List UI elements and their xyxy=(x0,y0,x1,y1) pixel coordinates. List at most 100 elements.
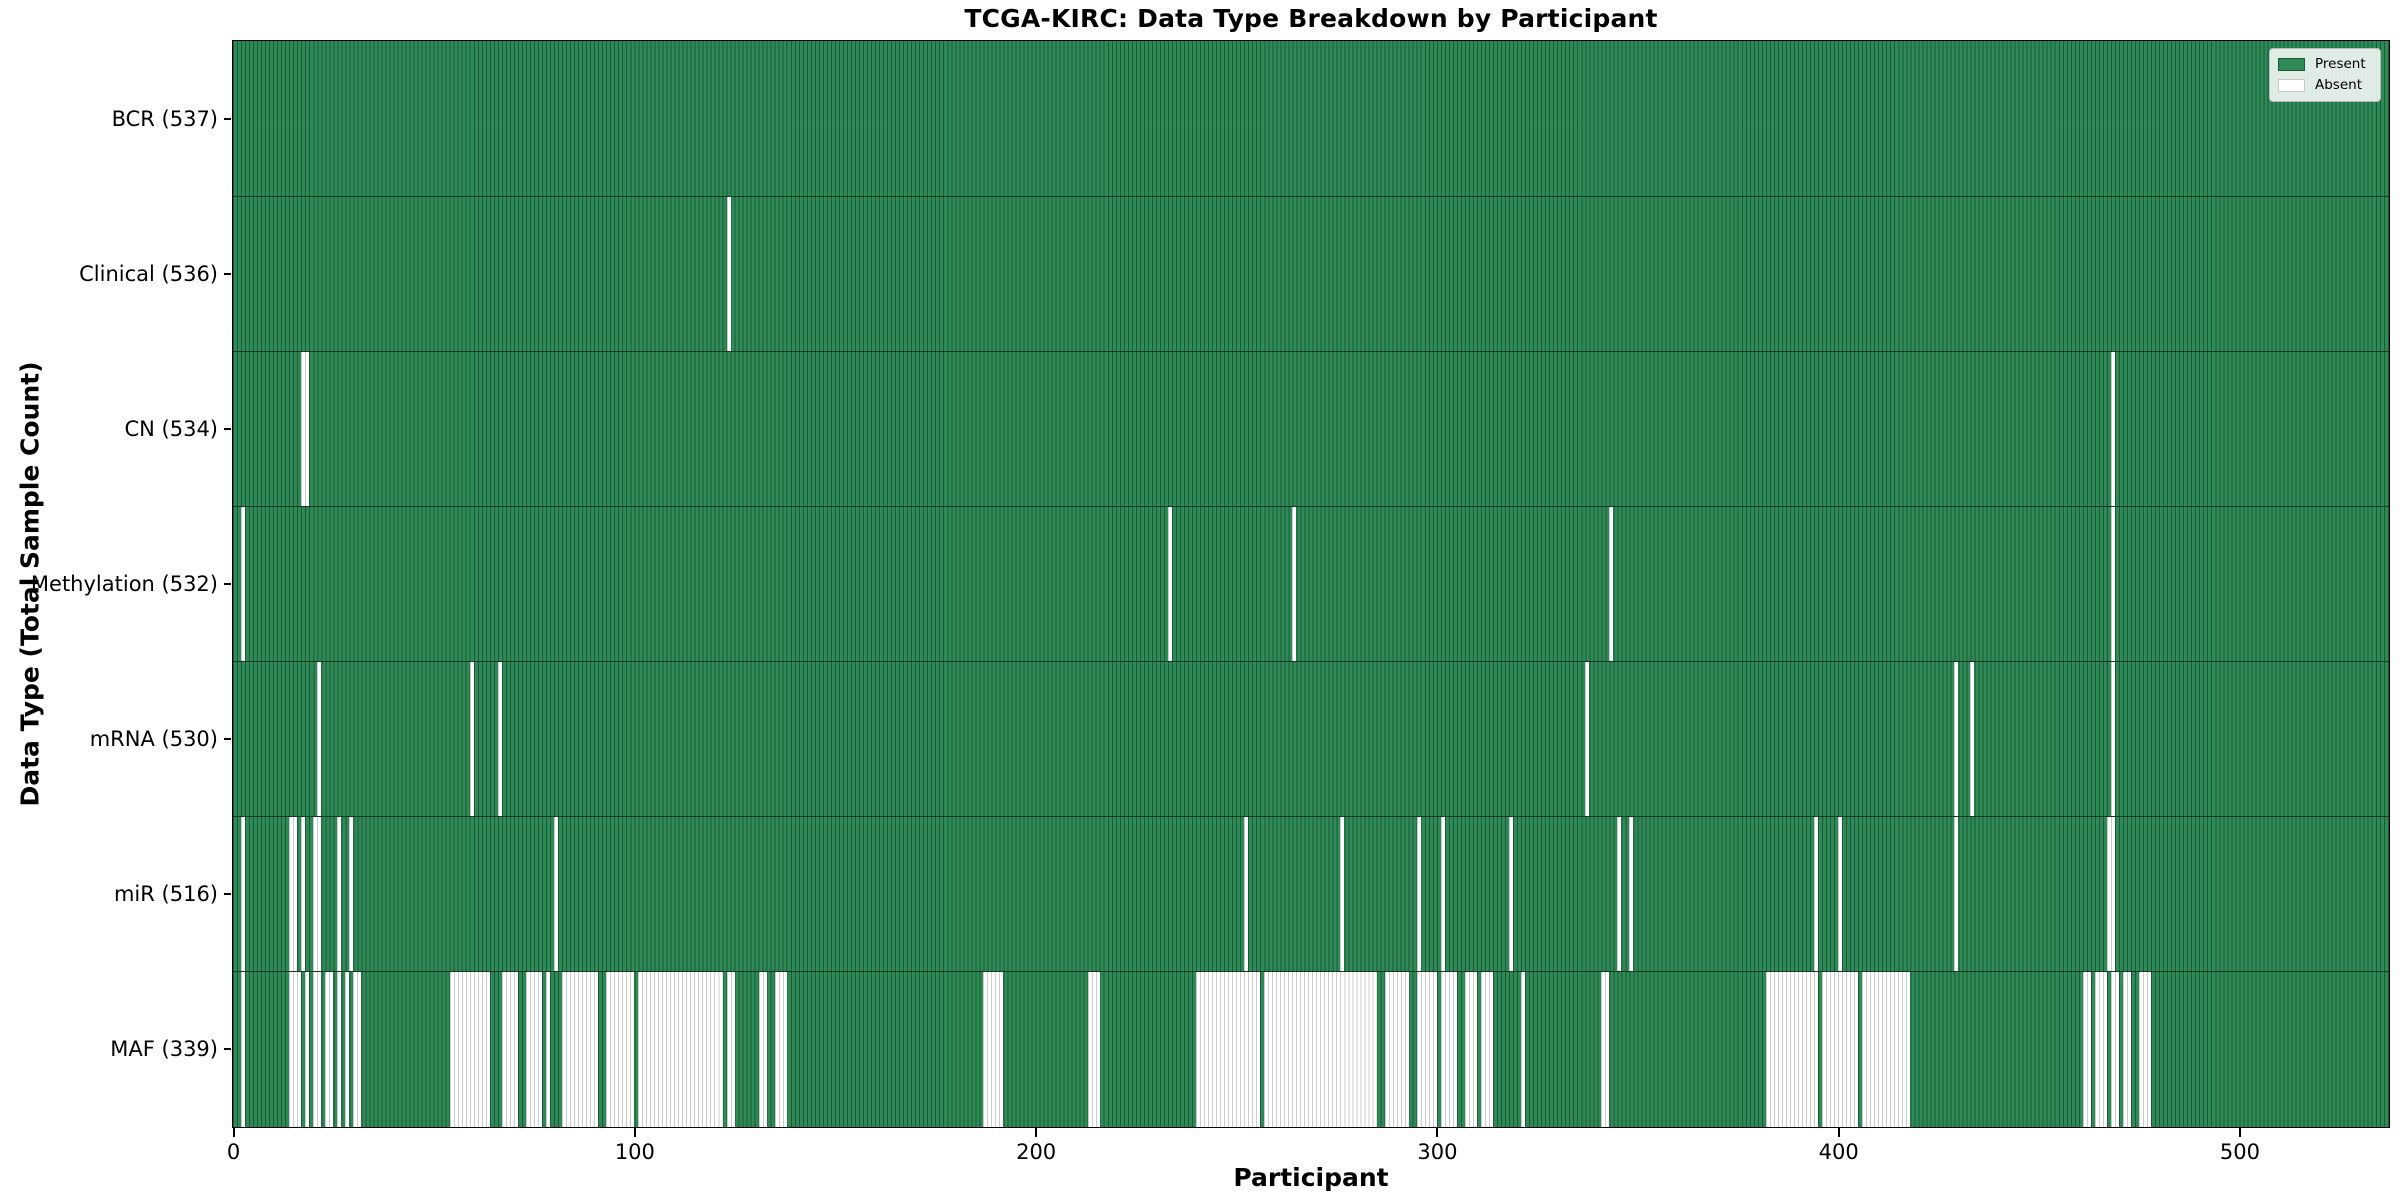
absent-stripe-miR xyxy=(301,816,306,972)
y-tick xyxy=(224,118,231,121)
absent-stripe-miR xyxy=(1440,816,1445,972)
y-tick-label-miR: miR (516) xyxy=(113,881,218,906)
absent-stripe-MAF xyxy=(1822,971,1859,1127)
absent-stripe-MAF xyxy=(525,971,542,1127)
absent-stripe-miR xyxy=(1509,816,1514,972)
absent-stripe-MAF xyxy=(2139,971,2152,1127)
absent-stripe-miR xyxy=(2106,816,2115,972)
absent-stripe-miR xyxy=(1416,816,1421,972)
row-BCR xyxy=(233,41,2389,196)
absent-stripe-MAF xyxy=(638,971,723,1127)
absent-stripe-miR xyxy=(337,816,342,972)
absent-stripe-MAF xyxy=(1440,971,1457,1127)
row-Clinical xyxy=(233,195,2389,352)
absent-stripe-Methylation xyxy=(2110,506,2115,662)
absent-stripe-MAF xyxy=(449,971,490,1127)
legend-swatch-present xyxy=(2278,58,2305,71)
absent-stripe-miR xyxy=(241,816,246,972)
absent-stripe-MAF xyxy=(758,971,767,1127)
x-tick xyxy=(2238,1128,2241,1137)
absent-stripe-MAF xyxy=(983,971,1004,1127)
x-tick-label: 300 xyxy=(1417,1140,1458,1164)
absent-stripe-MAF xyxy=(241,971,246,1127)
absent-stripe-miR xyxy=(1617,816,1622,972)
x-tick-label: 500 xyxy=(2219,1140,2260,1164)
absent-stripe-mRNA xyxy=(1585,661,1590,817)
absent-stripe-mRNA xyxy=(497,661,502,817)
absent-stripe-miR xyxy=(1244,816,1249,972)
absent-stripe-MAF xyxy=(1480,971,1493,1127)
absent-stripe-miR xyxy=(313,816,322,972)
row-Methylation xyxy=(233,505,2389,662)
absent-stripe-MAF xyxy=(337,971,342,1127)
absent-stripe-MAF xyxy=(1087,971,1100,1127)
row-CN xyxy=(233,350,2389,507)
x-tick xyxy=(232,1128,235,1137)
absent-stripe-mRNA xyxy=(1954,661,1959,817)
x-tick-label: 400 xyxy=(1818,1140,1859,1164)
x-tick-label: 200 xyxy=(1016,1140,1057,1164)
absent-stripe-MAF xyxy=(313,971,322,1127)
y-tick xyxy=(224,737,231,740)
absent-stripe-Methylation xyxy=(241,506,246,662)
absent-stripe-MAF xyxy=(1384,971,1409,1127)
absent-stripe-MAF xyxy=(325,971,334,1127)
legend-swatch-absent xyxy=(2278,79,2305,92)
absent-stripe-MAF xyxy=(774,971,787,1127)
absent-stripe-CN xyxy=(301,351,310,507)
absent-stripe-MAF xyxy=(353,971,362,1127)
absent-stripe-miR xyxy=(1629,816,1634,972)
chart-title: TCGA-KIRC: Data Type Breakdown by Partic… xyxy=(964,4,1658,33)
absent-stripe-mRNA xyxy=(2110,661,2115,817)
absent-stripe-MAF xyxy=(1601,971,1610,1127)
legend-label: Present xyxy=(2315,55,2366,72)
absent-stripe-MAF xyxy=(2110,971,2119,1127)
y-tick xyxy=(224,1047,231,1050)
absent-stripe-MAF xyxy=(1464,971,1477,1127)
y-tick-label-MAF: MAF (339) xyxy=(110,1036,218,1061)
absent-stripe-MAF xyxy=(2122,971,2131,1127)
absent-stripe-MAF xyxy=(2082,971,2091,1127)
absent-stripe-miR xyxy=(289,816,298,972)
y-tick xyxy=(224,273,231,276)
absent-stripe-mRNA xyxy=(317,661,322,817)
y-tick-label-BCR: BCR (537) xyxy=(111,107,218,132)
absent-stripe-MAF xyxy=(345,971,350,1127)
y-tick-label-mRNA: mRNA (530) xyxy=(89,726,218,751)
x-tick xyxy=(1035,1128,1038,1137)
absent-stripe-miR xyxy=(1838,816,1843,972)
absent-stripe-MAF xyxy=(501,971,518,1127)
legend-item-absent: Absent xyxy=(2278,75,2372,96)
y-tick xyxy=(224,583,231,585)
y-tick-label-Clinical: Clinical (536) xyxy=(79,262,218,287)
x-tick xyxy=(1837,1128,1840,1137)
row-miR xyxy=(233,815,2389,972)
x-tick xyxy=(633,1128,636,1137)
absent-stripe-MAF xyxy=(562,971,599,1127)
absent-stripe-MAF xyxy=(545,971,550,1127)
y-tick-label-CN: CN (534) xyxy=(124,417,218,442)
absent-stripe-CN xyxy=(2110,351,2115,507)
absent-stripe-MAF xyxy=(1196,971,1261,1127)
absent-stripe-Clinical xyxy=(726,196,731,352)
x-tick xyxy=(1436,1128,1439,1137)
absent-stripe-Methylation xyxy=(1609,506,1614,662)
row-MAF xyxy=(233,970,2389,1127)
absent-stripe-MAF xyxy=(289,971,302,1127)
absent-stripe-miR xyxy=(1340,816,1345,972)
absent-stripe-miR xyxy=(1813,816,1818,972)
absent-stripe-MAF xyxy=(2094,971,2107,1127)
x-tick-label: 0 xyxy=(226,1140,241,1164)
absent-stripe-MAF xyxy=(1521,971,1526,1127)
legend-item-present: Present xyxy=(2278,54,2372,75)
legend: Present Absent xyxy=(2269,48,2381,102)
absent-stripe-Methylation xyxy=(1292,506,1297,662)
plot-area: Present Absent xyxy=(232,40,2390,1128)
y-tick xyxy=(224,892,231,895)
absent-stripe-MAF xyxy=(606,971,635,1127)
absent-stripe-miR xyxy=(1954,816,1959,972)
absent-stripe-MAF xyxy=(305,971,310,1127)
x-axis-label: Participant xyxy=(1233,1163,1389,1192)
absent-stripe-miR xyxy=(349,816,354,972)
absent-stripe-MAF xyxy=(1862,971,1911,1127)
